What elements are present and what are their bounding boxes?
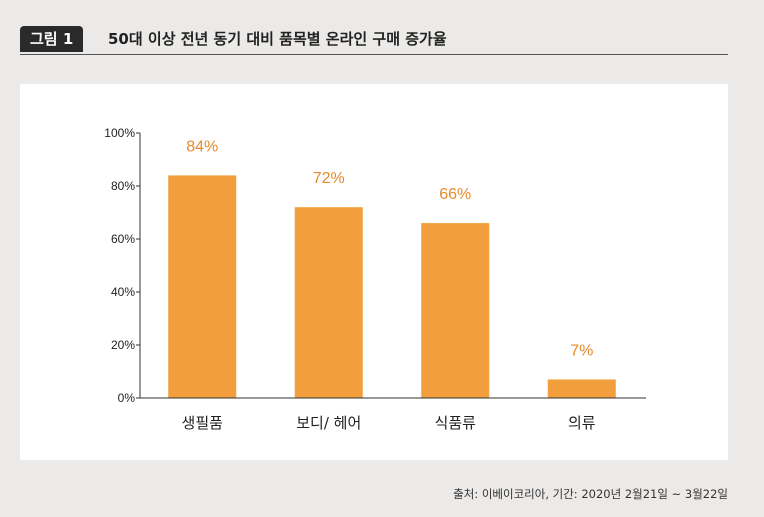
data-label: 84%: [186, 138, 218, 155]
y-tick-label: 100%: [104, 126, 135, 140]
bar: [168, 175, 237, 398]
y-tick-label: 40%: [111, 285, 135, 299]
bar: [294, 207, 363, 398]
y-tick-label: 80%: [111, 179, 135, 193]
figure-label: 그림 1: [20, 26, 84, 52]
data-label: 66%: [439, 186, 471, 203]
bar: [547, 379, 616, 398]
x-tick-label: 생필품: [182, 414, 223, 432]
y-tick-label: 60%: [111, 232, 135, 246]
y-tick-label: 0%: [118, 391, 136, 405]
x-tick-label: 보디/ 헤어: [296, 414, 361, 432]
figure-title: 50대 이상 전년 동기 대비 품목별 온라인 구매 증가율: [108, 30, 447, 48]
y-tick-label: 20%: [111, 338, 135, 352]
figure-header: 그림 1 50대 이상 전년 동기 대비 품목별 온라인 구매 증가율: [20, 26, 728, 55]
source-note: 출처: 이베이코리아, 기간: 2020년 2월21일 ~ 3월22일: [453, 487, 728, 501]
data-label: 7%: [570, 342, 593, 359]
data-label: 72%: [313, 170, 345, 187]
x-tick-label: 식품류: [435, 414, 477, 432]
x-tick-label: 의류: [568, 414, 596, 432]
bar: [421, 223, 490, 398]
